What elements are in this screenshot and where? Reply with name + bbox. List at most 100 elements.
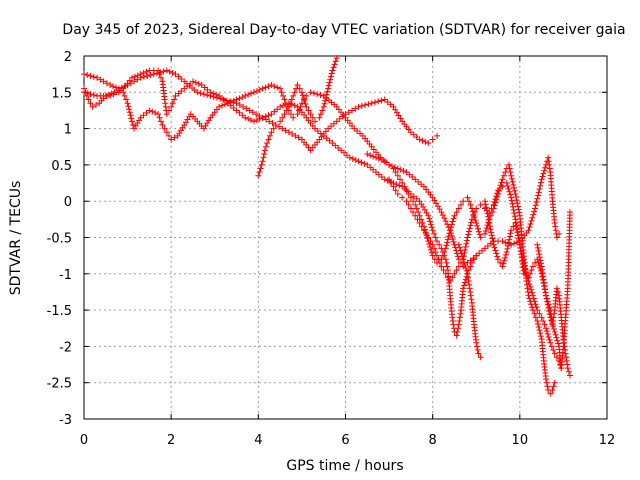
data-point-track-a — [166, 68, 173, 75]
data-point-track-b — [271, 83, 278, 90]
data-point-track-j — [423, 230, 430, 237]
data-point-track-e — [542, 164, 549, 171]
data-point-track-j — [507, 191, 514, 198]
data-point-track-i — [554, 337, 561, 344]
data-point-track-c — [157, 74, 164, 81]
data-point-track-j — [416, 219, 423, 226]
data-point-track-d — [311, 118, 318, 125]
data-point-track-h — [486, 223, 493, 230]
data-point-track-d — [259, 158, 266, 165]
data-point-track-d — [302, 100, 309, 107]
data-point-track-d — [309, 114, 316, 121]
data-point-track-d — [290, 92, 297, 99]
data-point-track-f — [549, 386, 556, 393]
data-point-track-j — [512, 216, 519, 223]
data-point-track-d — [303, 103, 310, 110]
data-point-track-h — [488, 229, 495, 236]
data-point-track-c — [262, 113, 269, 120]
data-point-track-j — [522, 269, 529, 276]
data-point-track-d — [307, 111, 314, 118]
data-point-track-d — [325, 82, 332, 89]
data-point-track-f — [460, 198, 467, 205]
data-point-track-j — [516, 241, 523, 248]
data-point-track-f — [525, 288, 532, 295]
data-point-track-c — [471, 256, 478, 263]
data-point-track-f — [467, 201, 474, 208]
data-point-track-a — [375, 98, 382, 105]
data-point-track-f — [508, 172, 515, 179]
data-point-track-j — [495, 187, 502, 194]
data-point-track-a — [118, 84, 125, 91]
data-point-track-a — [285, 129, 292, 136]
data-point-track-j — [488, 205, 495, 212]
data-point-track-e — [529, 214, 536, 221]
data-point-track-d — [294, 82, 301, 89]
chart-title: Day 345 of 2023, Sidereal Day-to-day VTE… — [62, 22, 625, 38]
data-point-track-e — [391, 164, 398, 171]
data-point-track-a — [266, 118, 273, 125]
data-point-track-g — [467, 288, 474, 295]
data-point-track-f — [439, 252, 446, 259]
data-point-track-a — [352, 105, 359, 112]
data-point-track-d — [287, 100, 294, 107]
data-point-track-h — [491, 244, 498, 251]
data-point-track-j — [435, 256, 442, 263]
data-point-track-e — [545, 158, 552, 165]
data-point-track-j — [470, 212, 477, 219]
data-point-track-b — [233, 96, 240, 103]
data-point-track-j — [449, 274, 456, 281]
data-point-track-f — [427, 246, 434, 253]
data-point-track-b — [163, 129, 170, 136]
data-point-track-d — [332, 58, 339, 65]
data-point-track-c — [431, 230, 438, 237]
data-point-track-f — [401, 183, 408, 190]
data-point-track-f — [498, 179, 505, 186]
data-point-track-h — [487, 226, 494, 233]
data-point-track-c — [461, 282, 468, 289]
data-point-track-c — [427, 218, 434, 225]
data-point-track-i — [566, 209, 573, 216]
data-point-track-b — [294, 111, 301, 118]
data-point-track-d — [266, 132, 273, 139]
data-point-track-f — [413, 205, 420, 212]
data-point-track-c — [242, 114, 249, 121]
data-point-track-h — [486, 219, 493, 226]
data-point-track-a — [358, 102, 365, 109]
data-point-track-i — [542, 292, 549, 299]
data-point-track-a — [160, 68, 167, 75]
data-point-track-b — [280, 92, 287, 99]
data-point-track-h — [500, 260, 507, 267]
y-tick-label: 0 — [64, 195, 72, 210]
data-point-track-c — [195, 80, 202, 87]
data-point-track-c — [427, 221, 434, 228]
data-point-track-h — [503, 249, 510, 256]
x-axis-label: GPS time / hours — [286, 458, 403, 474]
data-point-track-d — [277, 118, 284, 125]
data-point-track-d — [321, 100, 328, 107]
data-point-track-j — [515, 232, 522, 239]
data-point-track-a — [240, 103, 247, 110]
data-point-track-a — [169, 69, 176, 76]
data-point-track-a — [279, 125, 286, 132]
data-point-track-f — [453, 209, 460, 216]
data-point-track-e — [538, 176, 545, 183]
data-point-track-c — [456, 314, 463, 321]
data-point-track-f — [476, 231, 483, 238]
data-point-track-f — [514, 200, 521, 207]
data-point-track-a — [154, 70, 161, 77]
data-point-track-e — [534, 195, 541, 202]
data-point-track-b — [126, 109, 133, 116]
data-point-track-a — [204, 92, 211, 99]
data-point-track-a — [243, 105, 250, 112]
data-point-track-h — [505, 242, 512, 249]
data-point-track-j — [420, 227, 427, 234]
data-point-track-c — [207, 89, 214, 96]
data-point-track-c — [454, 328, 461, 335]
data-point-track-i — [550, 325, 557, 332]
data-point-track-j — [405, 201, 412, 208]
data-point-track-j — [392, 187, 399, 194]
data-point-track-f — [392, 169, 399, 176]
data-point-track-d — [261, 151, 268, 158]
data-point-track-c — [84, 90, 91, 97]
data-point-track-f — [502, 169, 509, 176]
